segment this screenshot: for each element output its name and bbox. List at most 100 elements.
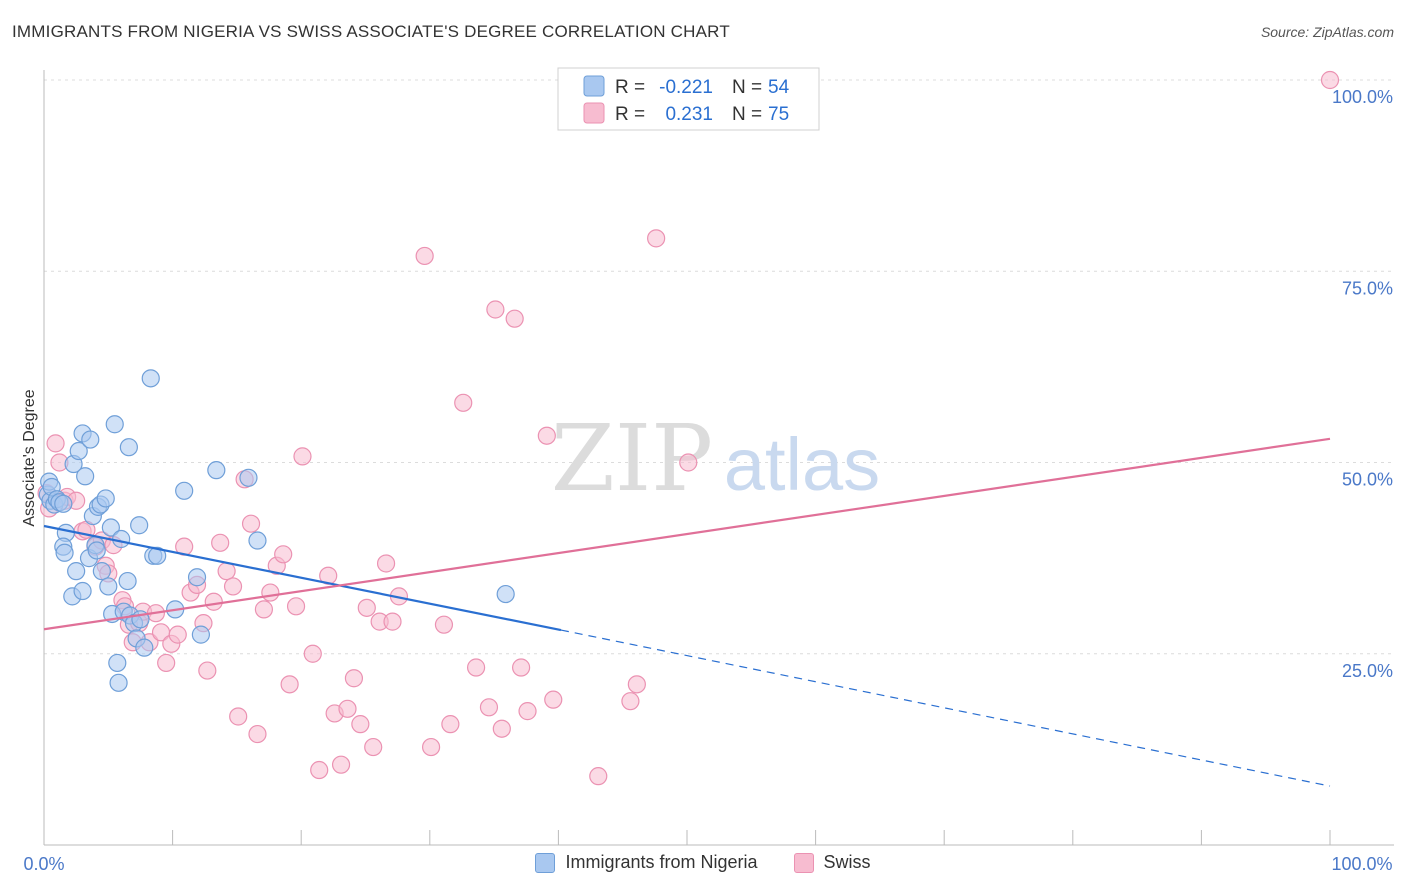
swiss-point-47: [310, 760, 329, 780]
y-tick-label-75: 75.0%: [1342, 278, 1393, 298]
nigeria-point-26: [96, 489, 115, 508]
legend-label-nigeria: Immigrants from Nigeria: [565, 852, 758, 872]
y-tick-label-25: 25.0%: [1342, 661, 1393, 681]
nigeria-point-32: [109, 673, 128, 692]
nigeria-point-48: [187, 568, 207, 587]
correlation-legend: R = -0.221 N = 54 R = 0.231 N = 75: [557, 67, 820, 131]
swiss-point-51: [338, 699, 357, 718]
nigeria-point-36: [119, 438, 138, 457]
swiss-point-44: [286, 597, 306, 616]
nigeria-point-22: [87, 541, 106, 560]
nigeria-point-31: [108, 653, 127, 673]
nigeria-point-49: [191, 625, 210, 644]
axes: [43, 70, 1394, 846]
nigeria-point-10: [55, 543, 74, 562]
trend-line-swiss: [43, 437, 1331, 631]
swiss-point-57: [376, 554, 396, 573]
swiss-point-62: [434, 615, 454, 634]
swiss-point-23: [157, 653, 176, 673]
swiss-point-60: [415, 246, 434, 266]
swiss-point-43: [280, 675, 299, 694]
swiss-point-42: [274, 545, 293, 564]
y-tick-label-50: 50.0%: [1342, 470, 1393, 490]
swiss-point-40: [261, 583, 280, 602]
swiss-point-39: [254, 600, 274, 619]
swiss-point-58: [383, 612, 402, 631]
nigeria-point-12: [67, 562, 86, 581]
swiss-point-75: [621, 692, 640, 711]
nigeria-point-43: [141, 369, 160, 388]
nigeria-point-14: [69, 441, 88, 461]
x-axis-ticks: [43, 830, 1331, 845]
swiss-point-32: [211, 533, 230, 552]
swiss-point-69: [505, 309, 524, 328]
nigeria-point-15: [73, 581, 92, 601]
series-swiss-points: [37, 70, 1340, 786]
swiss-point-45: [293, 447, 312, 466]
nigeria-point-19: [81, 430, 100, 449]
nigeria-point-27: [99, 577, 118, 596]
swiss-point-65: [466, 658, 486, 677]
swiss-point-67: [486, 300, 505, 319]
nigeria-point-28: [101, 518, 120, 537]
nigeria-point-53: [496, 584, 515, 604]
y-axis-label: Associate's Degree: [21, 389, 38, 526]
series-nigeria-points: [38, 369, 515, 692]
swiss-point-71: [518, 702, 537, 721]
legend-n-label-nigeria: N =: [732, 77, 767, 98]
legend-n-value-nigeria: 54: [768, 77, 790, 98]
nigeria-point-30: [105, 415, 124, 434]
swiss-point-72: [537, 426, 556, 445]
swiss-point-68: [492, 719, 511, 738]
watermark-atlas: atlas: [724, 423, 880, 506]
legend-r-value-swiss: 0.231: [665, 104, 713, 125]
trend-lines: [43, 437, 1331, 787]
x-tick-label-min: 0.0%: [23, 854, 64, 874]
legend-n-label-swiss: N =: [732, 104, 767, 125]
swiss-point-37: [241, 514, 261, 533]
y-tick-label-100: 100.0%: [1332, 87, 1393, 107]
swiss-point-50: [331, 755, 351, 774]
legend-n-value-swiss: 75: [768, 104, 789, 125]
swiss-point-31: [204, 592, 223, 611]
x-tick-label-max: 100.0%: [1331, 854, 1392, 874]
swiss-point-25: [168, 625, 187, 644]
legend-item-nigeria: Immigrants from Nigeria: [535, 852, 758, 873]
swiss-point-33: [217, 562, 236, 581]
swiss-point-66: [479, 698, 499, 717]
swiss-point-55: [364, 737, 383, 757]
nigeria-point-25: [92, 562, 111, 581]
legend-swatch-swiss: [583, 102, 605, 124]
nigeria-point-33: [112, 529, 131, 549]
nigeria-point-50: [207, 461, 226, 480]
swiss-point-61: [421, 737, 441, 757]
legend-swatch-pink: [793, 852, 814, 873]
nigeria-point-40: [130, 516, 149, 535]
nigeria-point-7: [54, 494, 73, 513]
swiss-point-63: [441, 715, 460, 734]
swiss-point-70: [512, 658, 531, 677]
swiss-point-30: [198, 661, 217, 680]
swiss-point-35: [229, 707, 248, 726]
legend-r-label-nigeria: R =: [615, 77, 650, 98]
nigeria-point-35: [118, 571, 137, 591]
swiss-point-73: [544, 690, 563, 709]
nigeria-point-51: [239, 468, 258, 487]
legend-r-value-nigeria: -0.221: [659, 77, 713, 98]
legend-swatch-nigeria: [583, 75, 605, 97]
chart-title: IMMIGRANTS FROM NIGERIA VS SWISS ASSOCIA…: [12, 22, 730, 41]
trend-line-nigeria-extrapolated: [560, 629, 1331, 787]
swiss-point-52: [344, 669, 364, 688]
nigeria-point-45: [148, 546, 167, 565]
legend-label-swiss: Swiss: [823, 852, 871, 872]
swiss-point-53: [351, 715, 370, 734]
legend-swatch-blue: [535, 852, 556, 873]
swiss-point-78: [679, 453, 698, 472]
swiss-point-2: [46, 434, 65, 453]
swiss-point-77: [647, 229, 666, 248]
nigeria-point-52: [248, 531, 267, 550]
chart-source: Source: ZipAtlas.com: [1260, 24, 1394, 40]
swiss-point-79: [1320, 70, 1340, 90]
nigeria-point-47: [175, 481, 194, 500]
